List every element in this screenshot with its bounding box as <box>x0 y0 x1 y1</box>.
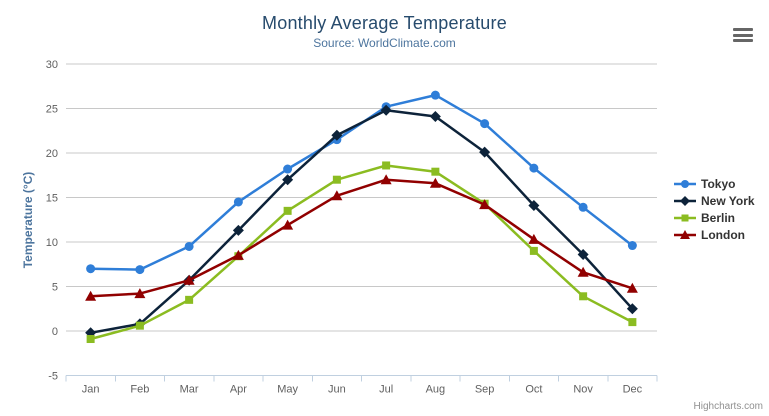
data-point-square[interactable] <box>579 292 588 301</box>
data-point-triangle[interactable] <box>134 288 146 299</box>
data-point-triangle[interactable] <box>331 190 343 201</box>
data-point-square[interactable] <box>628 318 637 327</box>
context-menu-button[interactable] <box>733 28 753 42</box>
data-point-circle[interactable] <box>480 119 490 129</box>
y-tick-label: 5 <box>52 282 58 294</box>
data-point-triangle[interactable] <box>282 219 294 230</box>
series-line-tokyo <box>89 93 634 271</box>
data-point-triangle[interactable] <box>577 266 589 277</box>
series-line-berlin <box>89 164 634 341</box>
legend-marker-diamond-icon <box>674 195 696 206</box>
data-point-diamond[interactable] <box>626 303 638 315</box>
data-point-triangle[interactable] <box>232 249 244 260</box>
data-point-circle[interactable] <box>627 241 637 251</box>
hamburger-icon <box>733 28 753 31</box>
legend-item-tokyo[interactable]: Tokyo <box>674 176 755 191</box>
data-point-triangle[interactable] <box>528 233 540 244</box>
data-point-circle[interactable] <box>430 90 440 100</box>
x-tick-label: Dec <box>623 384 643 396</box>
data-point-square[interactable] <box>431 167 440 176</box>
data-point-diamond[interactable] <box>577 248 589 260</box>
y-tick-label: 30 <box>46 59 58 71</box>
data-point-triangle[interactable] <box>626 282 638 293</box>
x-tick-label: Nov <box>573 384 593 396</box>
data-point-diamond[interactable] <box>331 129 343 141</box>
legend-label: Tokyo <box>701 176 736 191</box>
data-point-circle[interactable] <box>233 197 243 207</box>
data-point-diamond[interactable] <box>528 200 540 212</box>
data-point-circle[interactable] <box>86 264 96 274</box>
chart-subtitle: Source: WorldClimate.com <box>313 36 456 50</box>
data-point-square[interactable] <box>283 206 292 215</box>
data-point-circle[interactable] <box>184 241 194 251</box>
legend-item-london[interactable]: London <box>674 227 755 242</box>
legend-marker-square-icon <box>674 214 696 221</box>
data-point-triangle[interactable] <box>429 177 441 188</box>
y-tick-label: 0 <box>52 326 58 338</box>
data-point-triangle[interactable] <box>380 174 392 185</box>
x-tick-label: Apr <box>230 384 247 396</box>
chart-title: Monthly Average Temperature <box>262 13 507 33</box>
x-tick-label: Mar <box>180 384 199 396</box>
x-tick-label: Jul <box>379 384 393 396</box>
x-tick-label: Sep <box>475 384 495 396</box>
hamburger-icon <box>733 39 753 42</box>
legend-label: London <box>701 227 745 242</box>
data-point-square[interactable] <box>86 335 95 344</box>
data-point-diamond[interactable] <box>232 224 244 236</box>
y-tick-label: 20 <box>46 148 58 160</box>
data-point-square[interactable] <box>529 246 538 255</box>
data-point-circle[interactable] <box>135 265 145 275</box>
x-tick-label: May <box>277 384 298 396</box>
legend-item-new-york[interactable]: New York <box>674 193 755 208</box>
series-london <box>85 174 638 301</box>
legend-label: Berlin <box>701 210 736 225</box>
y-tick-label: 25 <box>46 104 58 116</box>
data-point-circle[interactable] <box>578 202 588 212</box>
legend-label: New York <box>701 193 755 208</box>
x-tick-label: Oct <box>525 384 542 396</box>
data-point-circle[interactable] <box>529 163 539 173</box>
legend-marker-triangle-icon <box>674 229 696 239</box>
hamburger-icon <box>733 33 753 37</box>
data-point-square[interactable] <box>681 214 689 221</box>
x-tick-label: Feb <box>130 384 149 396</box>
data-point-square[interactable] <box>185 295 194 304</box>
y-axis-title: Temperature (°C) <box>21 171 35 269</box>
legend: Tokyo New York Berlin London <box>674 176 755 242</box>
legend-marker-circle-icon <box>674 179 696 188</box>
data-point-diamond[interactable] <box>479 146 491 158</box>
data-point-triangle[interactable] <box>183 274 195 285</box>
series-line-london <box>89 178 634 298</box>
data-point-square[interactable] <box>332 175 341 184</box>
data-point-diamond[interactable] <box>380 104 392 116</box>
y-tick-label: -5 <box>48 371 58 383</box>
series-tokyo <box>86 90 637 275</box>
series-line-new-york <box>89 109 634 335</box>
x-tick-label: Aug <box>426 384 446 396</box>
data-point-triangle[interactable] <box>680 229 690 239</box>
data-point-triangle[interactable] <box>479 199 491 210</box>
data-point-circle[interactable] <box>283 164 293 174</box>
y-tick-label: 10 <box>46 237 58 249</box>
x-tick-label: Jun <box>328 384 346 396</box>
legend-item-berlin[interactable]: Berlin <box>674 210 755 225</box>
x-tick-label: Jan <box>82 384 100 396</box>
credits-link[interactable]: Highcharts.com <box>693 401 763 412</box>
data-point-square[interactable] <box>382 161 391 170</box>
data-point-triangle[interactable] <box>85 290 97 301</box>
data-point-circle[interactable] <box>681 179 689 188</box>
data-point-diamond[interactable] <box>282 174 294 186</box>
data-point-diamond[interactable] <box>680 195 690 206</box>
data-point-diamond[interactable] <box>429 111 441 123</box>
series-new-york <box>85 104 638 339</box>
y-tick-label: 15 <box>46 193 58 205</box>
data-point-square[interactable] <box>135 321 144 330</box>
